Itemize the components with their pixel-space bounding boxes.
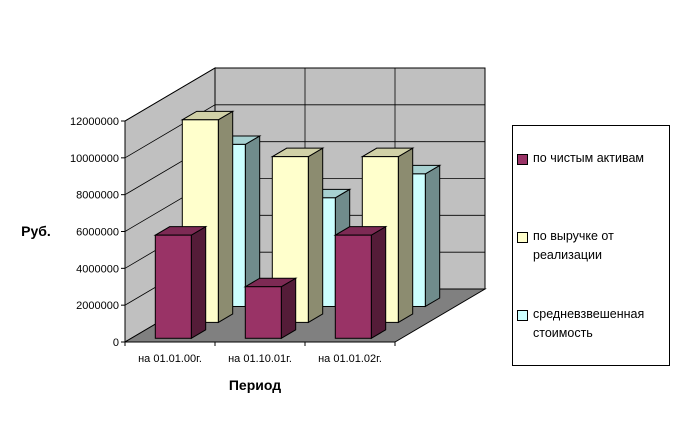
bar-s1-c0-side xyxy=(217,110,234,324)
legend-swatch xyxy=(517,154,528,165)
y-tick-label: 4000000 xyxy=(76,263,119,275)
legend-label: по чистым активам xyxy=(533,151,645,165)
legend-label: по выручке от реализации xyxy=(533,229,614,262)
legend-label: средневзвешенная стоимость xyxy=(533,307,645,340)
chart-bars xyxy=(153,110,442,340)
chart-axes: 0 2000000 4000000 6000000 8000000 10000000 120… xyxy=(21,116,396,393)
bar-s0-c2-front xyxy=(334,234,372,339)
y-tick-label: 6000000 xyxy=(76,227,119,239)
bar-s0-c1 xyxy=(243,277,298,340)
bar-s0-c0-front xyxy=(154,234,192,339)
bar-s0-c2 xyxy=(333,225,388,340)
bar-s2-c2-side xyxy=(424,164,441,308)
bar-s1-c2-side xyxy=(397,147,414,324)
x-axis-title: Период xyxy=(229,377,281,393)
y-tick-label: 10000000 xyxy=(70,153,119,165)
bar-s0-c0 xyxy=(153,225,208,340)
y-tick-label: 8000000 xyxy=(76,190,119,202)
x-tick-label: на 01.01.02г. xyxy=(318,353,382,365)
legend-swatch xyxy=(517,310,528,321)
bar-s0-c1-front xyxy=(244,286,282,339)
y-tick-label: 0 xyxy=(113,337,119,349)
bar-s0-c1-side xyxy=(280,277,297,340)
bar-s0-c2-side xyxy=(370,225,387,340)
y-tick-label: 12000000 xyxy=(70,116,119,128)
legend: по чистым активам по выручке от реализаци… xyxy=(512,125,670,366)
bar-s0-c0-side xyxy=(190,225,207,340)
bar-s1-c1-side xyxy=(307,147,324,324)
legend-swatch xyxy=(517,232,528,243)
x-tick-label: на 01.10.01г. xyxy=(228,353,292,365)
y-tick-label: 2000000 xyxy=(76,300,119,312)
x-tick-label: на 01.01.00г. xyxy=(138,353,202,365)
y-axis-title: Руб. xyxy=(21,223,51,239)
